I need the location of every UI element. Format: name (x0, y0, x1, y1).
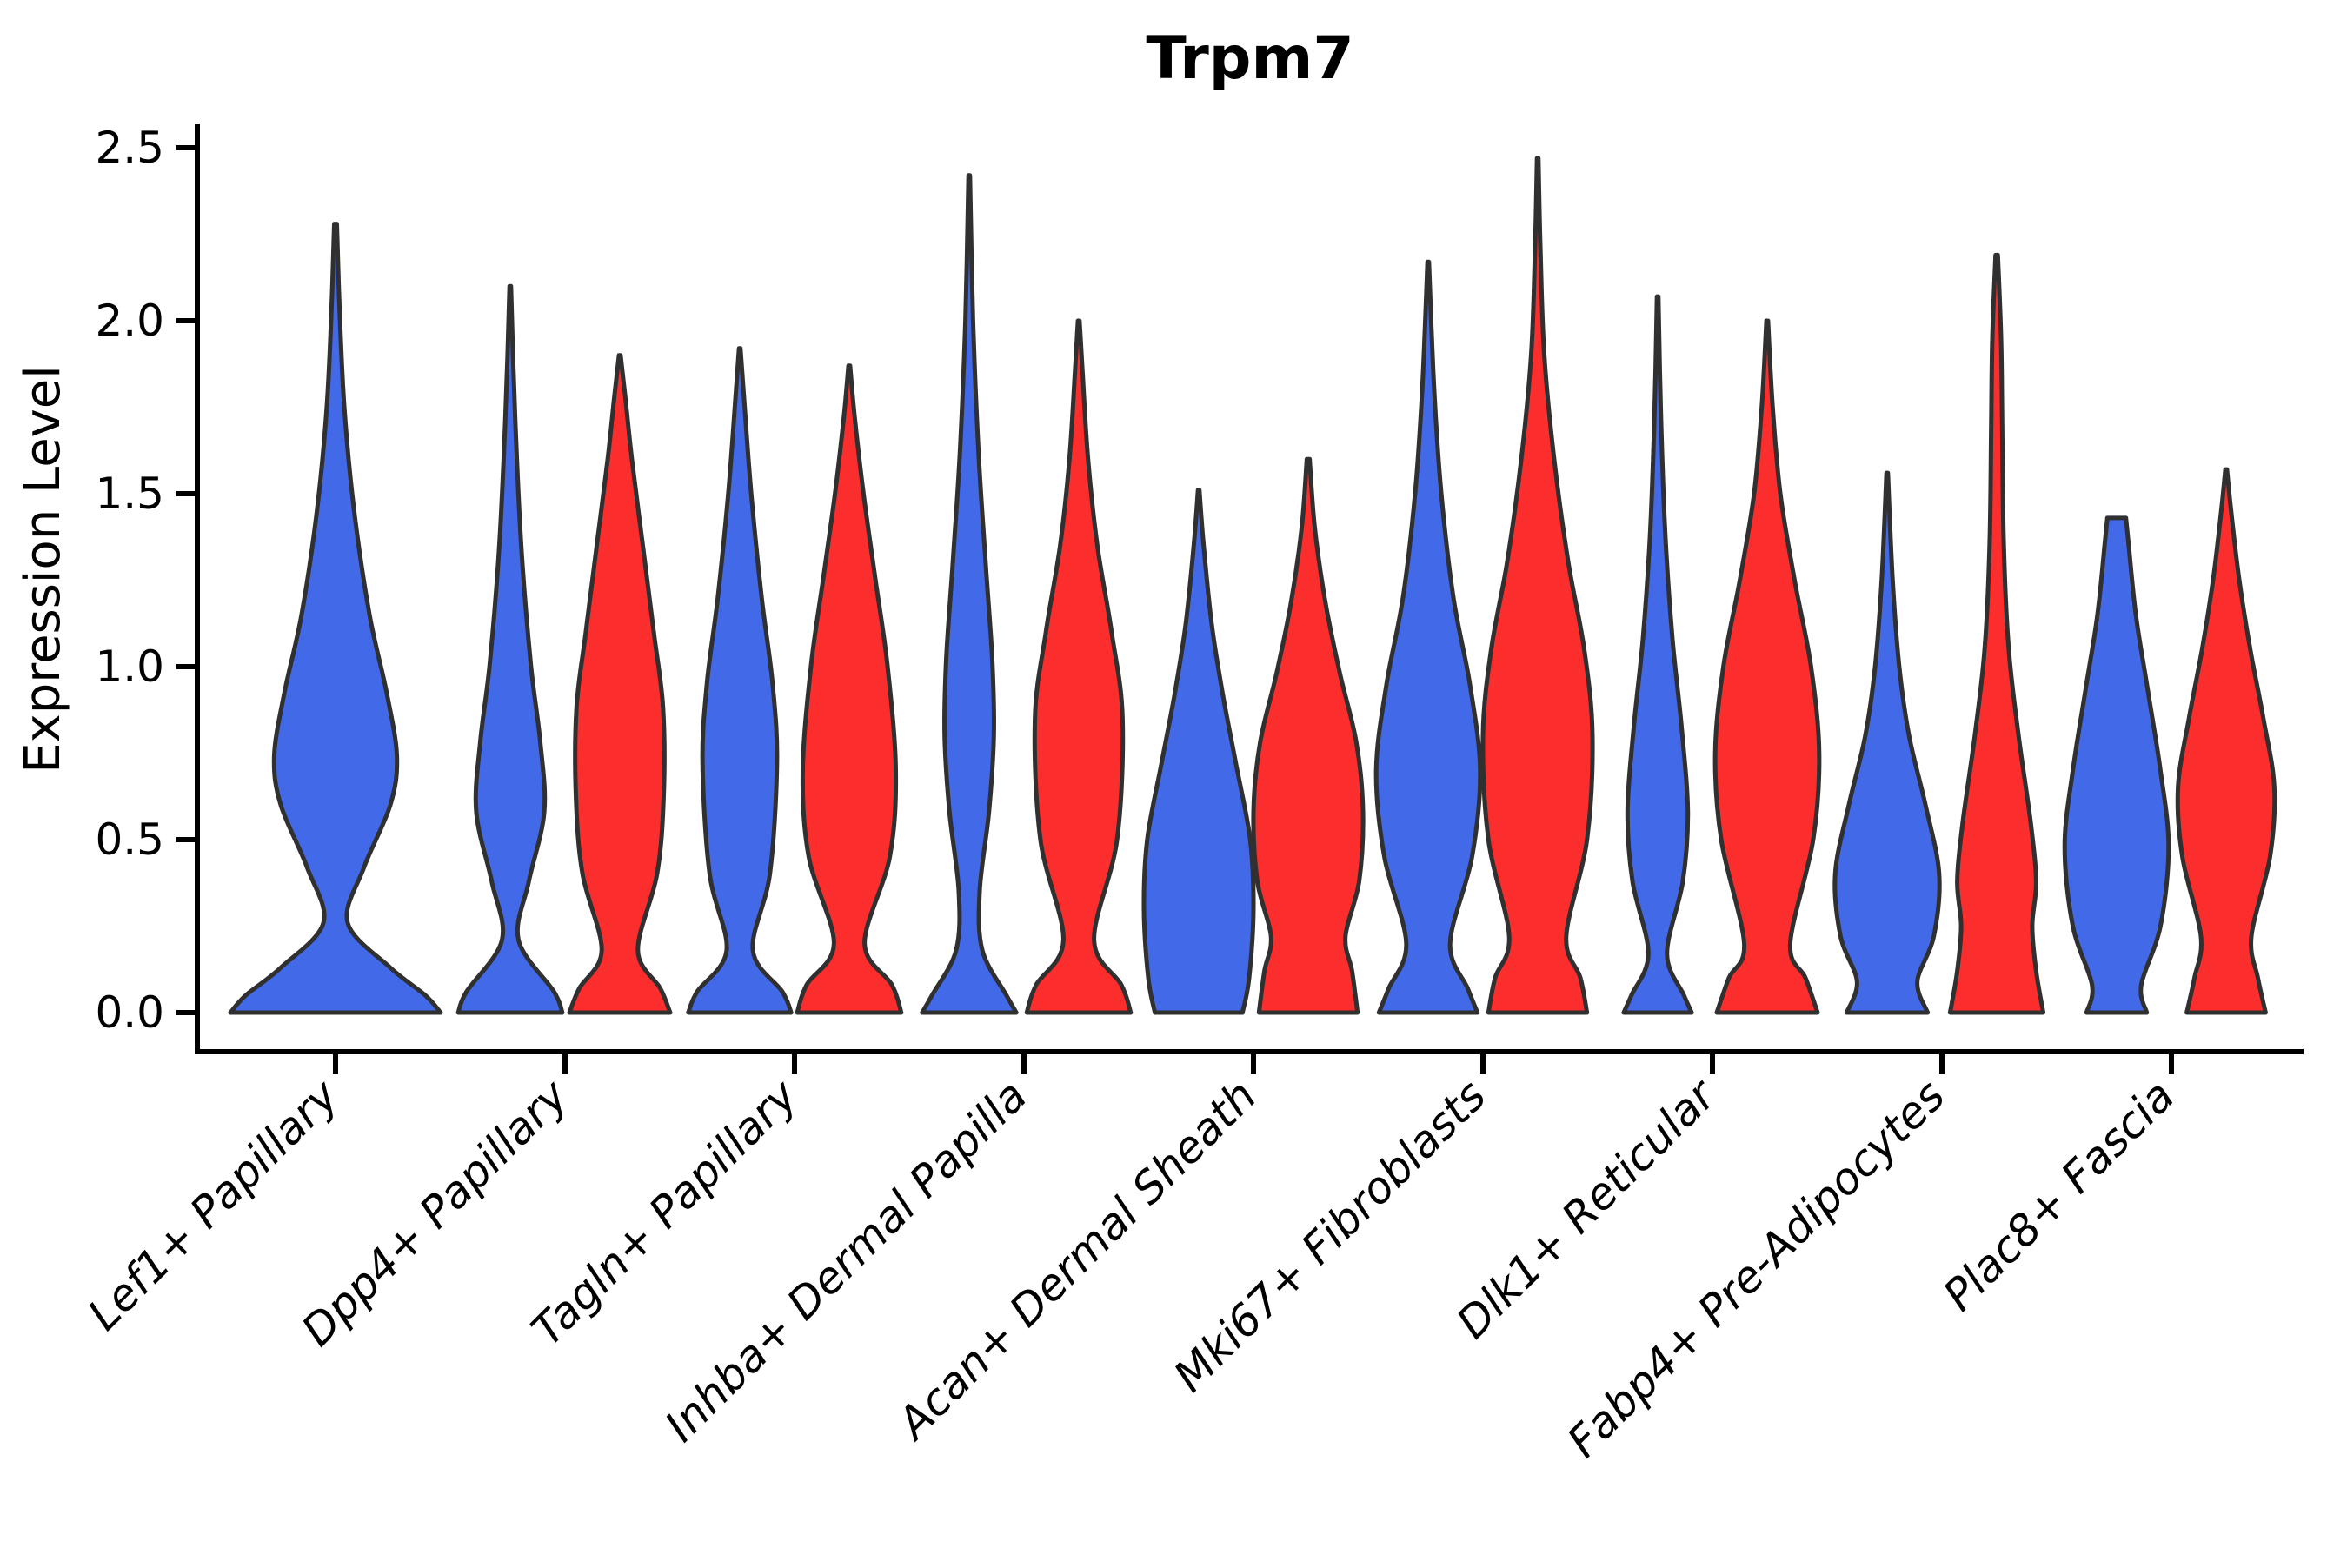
violin-blue-acan-dermal-sheath (1141, 488, 1256, 1015)
violin-blue-mki67-fibroblasts (1373, 259, 1483, 1015)
y-tick-label: 0.0 (95, 987, 164, 1038)
violin-blue-plac8-fascia (2062, 515, 2171, 1015)
x-axis-ticks (333, 1052, 2174, 1074)
y-axis-ticks (176, 145, 197, 1015)
y-tick-label: 1.0 (95, 641, 164, 692)
violin-red-inhba-dermal-papilla (1024, 318, 1134, 1015)
x-tick-label: Inhba+ Dermal Papilla (655, 1070, 1036, 1451)
axes-layer (176, 124, 2304, 1074)
violin-blue-tagln-papillary (686, 346, 794, 1015)
violin-red-mki67-fibroblasts (1480, 156, 1595, 1015)
x-tick-label: Fabp4+ Pre-Adipocytes (1558, 1070, 1955, 1467)
y-tick-label: 0.5 (95, 814, 164, 865)
violin-blue-dpp4-papillary (455, 283, 565, 1015)
y-tick-label: 2.5 (95, 123, 164, 173)
x-tick-label: Plac8+ Fascia (1934, 1070, 2184, 1320)
violin-red-dlk1-reticular (1712, 318, 1822, 1015)
y-axis-label: Expression Level (15, 365, 71, 774)
violin-blue-fabp4-pre-adipocytes (1832, 470, 1942, 1015)
chart-title: Trpm7 (1146, 24, 1353, 93)
violin-red-dpp4-papillary (567, 353, 673, 1015)
y-tick-label: 2.0 (95, 296, 164, 346)
y-tick-labels: 0.0 0.5 1.0 1.5 2.0 2.5 (95, 123, 164, 1038)
y-tick-label: 1.5 (95, 468, 164, 519)
x-tick-label: Lef1+ Papillary (78, 1069, 349, 1339)
violins-layer (228, 156, 2277, 1015)
violin-blue-lef1-papillary (228, 222, 443, 1015)
violin-red-acan-dermal-sheath (1251, 456, 1366, 1015)
violin-red-fabp4-pre-adipocytes (1947, 252, 2046, 1015)
violin-blue-dlk1-reticular (1621, 294, 1694, 1015)
violin-blue-inhba-dermal-papilla (920, 173, 1019, 1015)
violin-red-plac8-fascia (2175, 467, 2277, 1015)
violin-red-tagln-papillary (795, 363, 904, 1015)
